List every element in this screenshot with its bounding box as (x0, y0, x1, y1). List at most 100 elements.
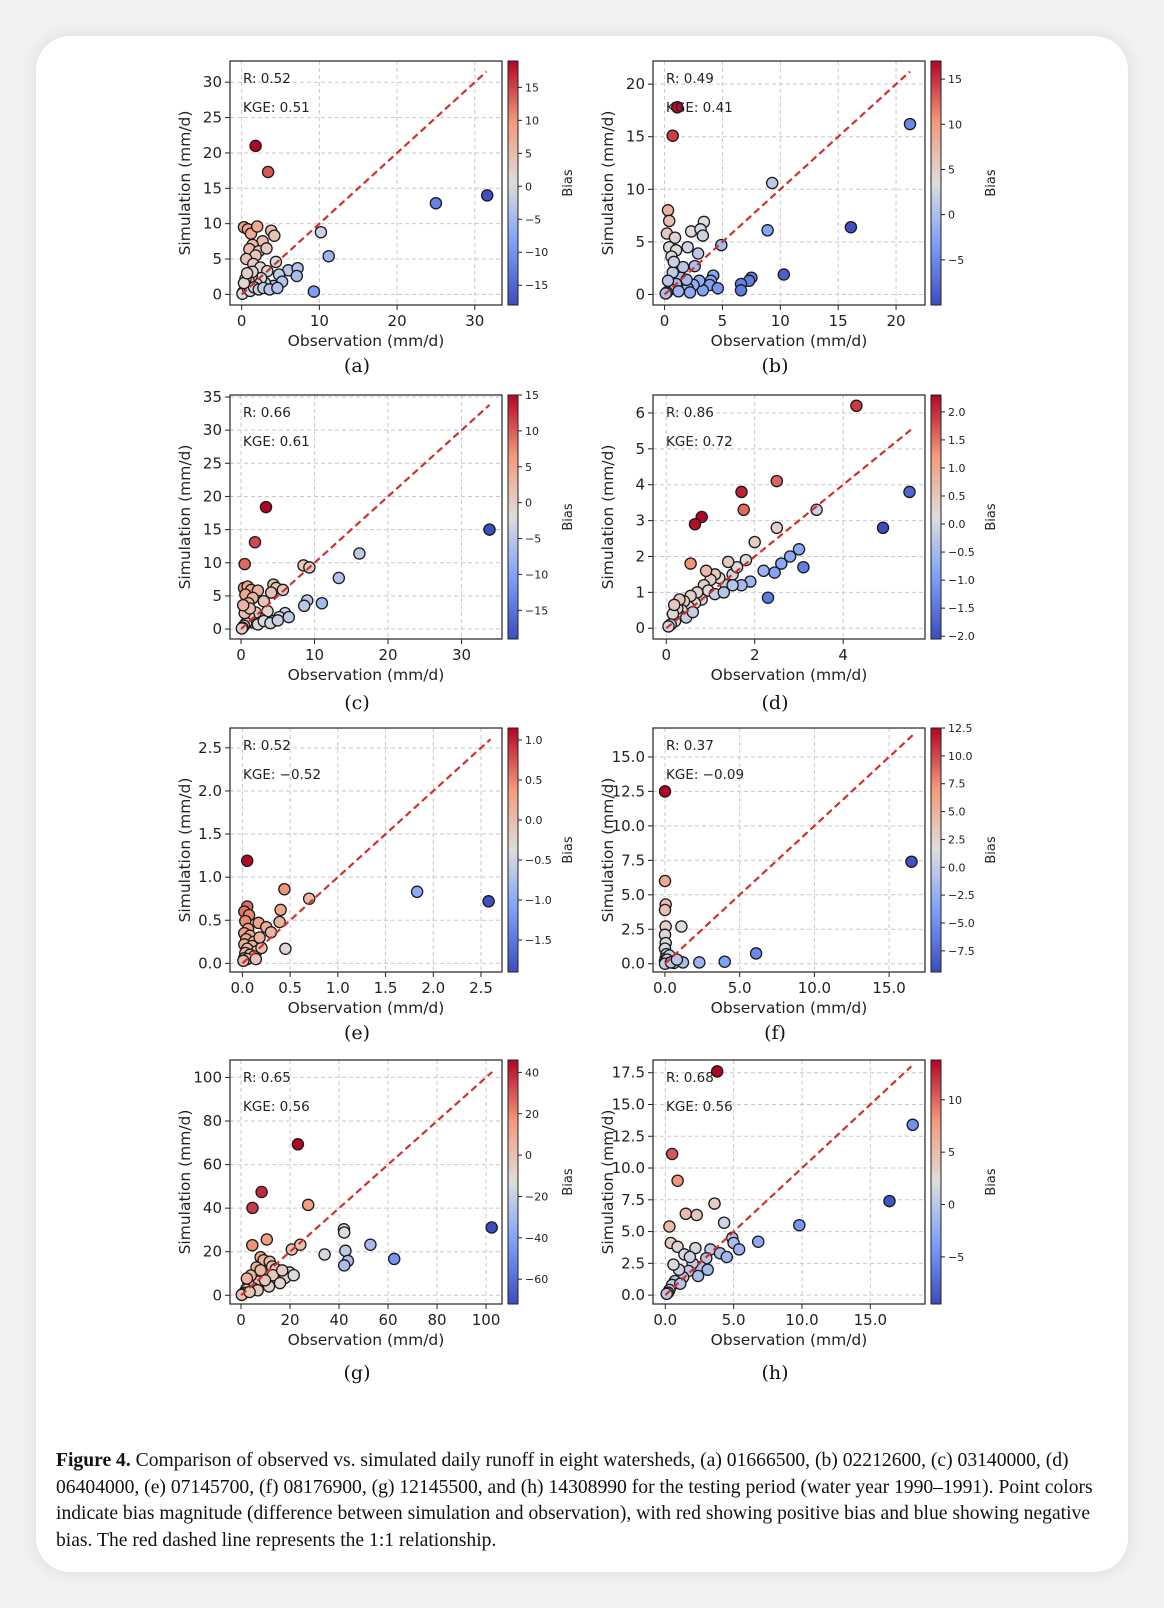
colorbar-label: Bias (984, 169, 999, 196)
data-point (850, 399, 863, 413)
y-axis-label: Simulation (mm/d) (176, 1110, 194, 1255)
colorbar-tick-label: −0.5 (525, 854, 552, 867)
x-tick-label: 0 (661, 646, 671, 664)
colorbar-tick-label: 7.5 (948, 778, 966, 791)
data-point (253, 931, 266, 944)
y-tick-label: 10.0 (612, 817, 645, 835)
y-tick-label: 30 (203, 73, 222, 91)
colorbar-tick-label: 10.0 (948, 750, 973, 763)
data-point (290, 269, 304, 283)
y-tick-label: 0 (635, 619, 645, 637)
y-axis-label: Simulation (mm/d) (176, 111, 194, 256)
x-tick-label: 10 (305, 646, 324, 664)
data-point (905, 855, 918, 868)
colorbar-tick-label: 15 (525, 81, 539, 94)
colorbar (930, 727, 942, 973)
chart-panel-d: 0 2 4 0 1 2 3 4 5 6 Observation (mm/d) Simulation (… (573, 389, 1018, 689)
data-point (726, 578, 739, 592)
x-tick-label: 0 (236, 646, 246, 664)
kge-value-text: KGE: 0.61 (243, 434, 310, 450)
data-point (237, 954, 250, 968)
colorbar-tick-label: 1.0 (525, 734, 543, 747)
data-point (665, 1147, 679, 1161)
data-point (688, 517, 702, 531)
kge-value-text: KGE: 0.72 (666, 434, 733, 450)
y-tick-label: 100 (193, 1068, 222, 1086)
x-tick-label: 40 (329, 1311, 348, 1329)
x-tick-label: 5.0 (722, 1311, 746, 1329)
plot-frame (652, 1059, 926, 1305)
data-point (674, 1277, 687, 1290)
y-tick-label: 0.0 (621, 955, 645, 973)
data-point (240, 1272, 254, 1285)
y-tick-label: 10 (203, 215, 222, 233)
x-tick-label: 20 (388, 312, 407, 330)
chart-panel-a: 0 10 20 30 0 5 10 15 20 25 30 Observation (mm/d) Sim… (150, 55, 595, 355)
data-point (757, 564, 770, 578)
y-axis-label: Simulation (mm/d) (176, 778, 194, 923)
data-point (364, 1238, 377, 1251)
data-point (667, 1258, 680, 1271)
chart-a: 0 10 20 30 0 5 10 15 20 25 30 Observation (mm/d) Sim… (176, 60, 576, 350)
data-point (255, 1185, 268, 1199)
data-point (275, 1264, 289, 1277)
data-point (261, 165, 275, 179)
subfigure-label-h: (h) (761, 1362, 789, 1384)
y-tick-label: 20 (626, 75, 645, 93)
colorbar-tick-label: −5 (525, 213, 541, 226)
data-point (775, 557, 788, 570)
y-tick-label: 35 (203, 388, 222, 406)
data-point (661, 274, 675, 288)
y-tick-label: 12.5 (612, 1127, 645, 1145)
figure-card (36, 36, 1128, 1572)
data-point (696, 229, 710, 242)
colorbar-tick-label: 0.0 (948, 861, 966, 874)
x-tick-label: 100 (472, 1311, 501, 1329)
plot-frame (652, 60, 926, 306)
chart-panel-g: 0 20 40 60 80 100 0 20 40 60 80 100 Observation (mm/… (150, 1054, 595, 1354)
data-point (667, 598, 681, 612)
subfigure-label-b: (b) (761, 355, 789, 377)
data-point (337, 1226, 351, 1239)
data-point (693, 956, 706, 969)
y-axis-label: Simulation (mm/d) (599, 111, 617, 256)
colorbar-tick-label: −5 (525, 533, 541, 546)
x-tick-label: 0.0 (653, 1311, 677, 1329)
y-tick-label: 17.5 (612, 1064, 645, 1082)
data-point (844, 220, 858, 234)
colorbar-tick-label: 2.5 (948, 833, 966, 846)
data-point (322, 249, 335, 263)
colorbar-tick-label: −10 (525, 246, 548, 259)
y-tick-label: 10.0 (612, 1159, 645, 1177)
data-point (246, 1238, 259, 1252)
y-tick-label: 80 (203, 1112, 222, 1130)
colorbar-tick-label: −20 (525, 1190, 548, 1203)
data-point (751, 1235, 765, 1248)
one-to-one-line (665, 426, 915, 630)
colorbar-tick-label: −5.0 (948, 917, 975, 930)
colorbar-label: Bias (561, 1168, 576, 1195)
data-point (737, 503, 750, 517)
x-tick-label: 15 (829, 312, 848, 330)
data-point (761, 591, 775, 604)
caption-label: Figure 4. (56, 1450, 131, 1471)
y-tick-label: 25 (203, 109, 222, 127)
x-tick-label: 10.0 (785, 1311, 818, 1329)
data-point (273, 915, 286, 929)
y-tick-label: 2 (635, 547, 645, 565)
x-axis-label: Observation (mm/d) (288, 666, 445, 684)
y-tick-label: 25 (203, 454, 222, 472)
x-tick-label: 5.0 (728, 979, 752, 997)
y-tick-label: 5 (635, 440, 645, 458)
data-point (307, 285, 321, 298)
figure-caption: Figure 4. Comparison of observed vs. sim… (56, 1448, 1116, 1554)
y-tick-label: 0.0 (198, 954, 222, 972)
data-point (332, 571, 346, 585)
kge-value-text: KGE: 0.51 (243, 100, 310, 116)
one-to-one-line (664, 734, 914, 965)
chart-b: 0 5 10 15 20 0 5 10 15 20 Observation (mm/d) Simula… (599, 60, 999, 350)
x-tick-label: 2 (750, 646, 760, 664)
plot-frame (229, 394, 503, 640)
x-tick-label: 0 (660, 312, 670, 330)
colorbar-tick-label: −1.0 (525, 894, 552, 907)
